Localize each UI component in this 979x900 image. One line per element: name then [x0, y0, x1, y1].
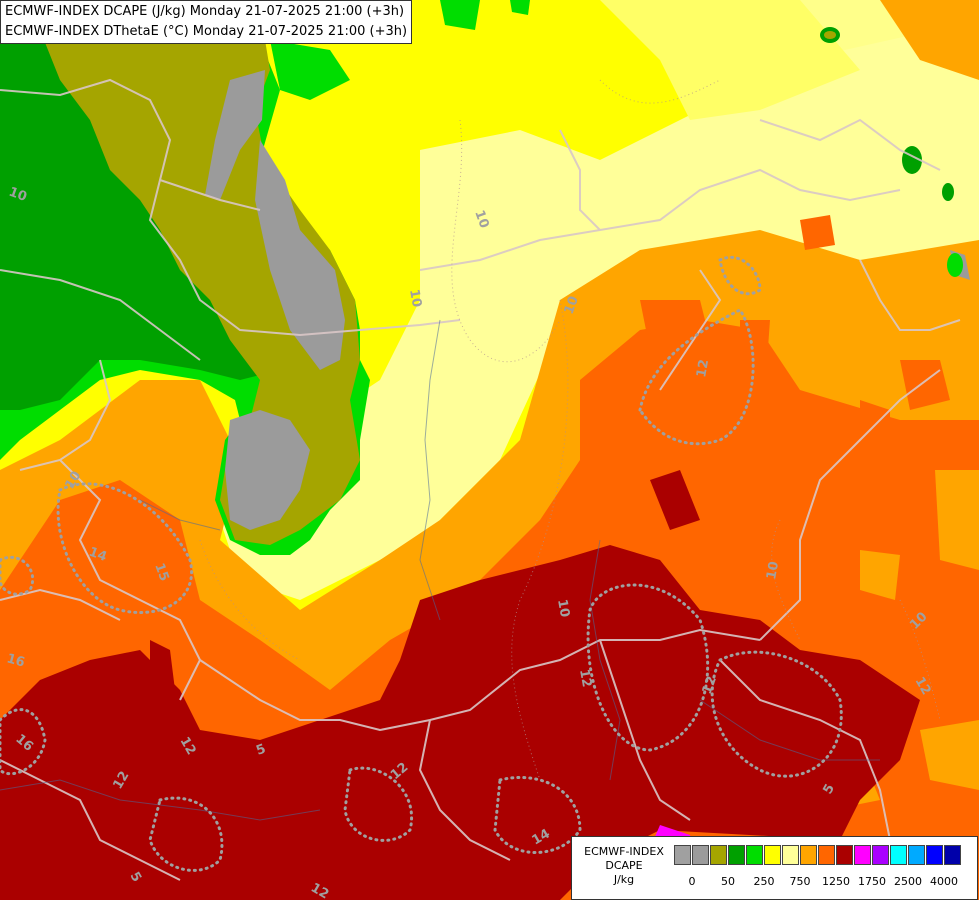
legend-swatch [818, 845, 835, 865]
legend-tick: 2500 [894, 875, 922, 888]
legend-swatch [836, 845, 853, 865]
contour-label: 15 [151, 561, 171, 583]
legend-swatch [908, 845, 925, 865]
legend-swatch [944, 845, 961, 865]
legend-ticks: 0 50 250 750 1250 1750 2500 4000 [674, 875, 974, 889]
legend-swatches [674, 845, 962, 865]
legend-swatch [890, 845, 907, 865]
contour-label: 10 [562, 294, 582, 316]
legend-swatch [926, 845, 943, 865]
contour-label: 14 [87, 545, 109, 565]
legend-tick: 50 [721, 875, 735, 888]
legend-swatch [872, 845, 889, 865]
legend-tick: 1250 [822, 875, 850, 888]
legend-name-line: J/kg [613, 873, 635, 886]
contour-label: 10 [406, 288, 424, 308]
contour-label: 12 [694, 358, 712, 378]
contour-label: 10 [554, 598, 572, 618]
contour-label: 16 [5, 651, 26, 670]
map-title-dthetae: ECMWF-INDEX DThetaE (°C) Monday 21-07-20… [5, 24, 408, 39]
map-title-box: ECMWF-INDEX DCAPE (J/kg) Monday 21-07-20… [0, 0, 413, 44]
legend-swatch [782, 845, 799, 865]
legend-tick: 0 [688, 875, 696, 888]
legend-swatch [692, 845, 709, 865]
map-title-dcape: ECMWF-INDEX DCAPE (J/kg) Monday 21-07-20… [5, 4, 405, 19]
legend-name-line: ECMWF-INDEX [584, 845, 664, 858]
legend-swatch [674, 845, 691, 865]
legend-tick: 250 [753, 875, 775, 888]
contour-label: 10 [764, 560, 782, 580]
contour-label: 12 [576, 668, 594, 688]
legend-tick: 4000 [930, 875, 958, 888]
legend-name-line: DCAPE [605, 859, 643, 872]
contour-label: 10 [471, 208, 491, 230]
contour-label: 10 [7, 185, 29, 205]
legend-swatch [854, 845, 871, 865]
legend-swatch [764, 845, 781, 865]
legend-tick: 1750 [858, 875, 886, 888]
legend-tick: 750 [789, 875, 811, 888]
legend-swatch [746, 845, 763, 865]
legend-swatch [728, 845, 745, 865]
legend-swatch [800, 845, 817, 865]
color-legend: ECMWF-INDEX DCAPE J/kg 0 50 250 750 1250… [571, 836, 978, 900]
legend-name: ECMWF-INDEX DCAPE J/kg [576, 845, 672, 887]
contour-label: 12 [700, 674, 720, 696]
contour-label: 12 [308, 880, 331, 900]
legend-swatch [710, 845, 727, 865]
